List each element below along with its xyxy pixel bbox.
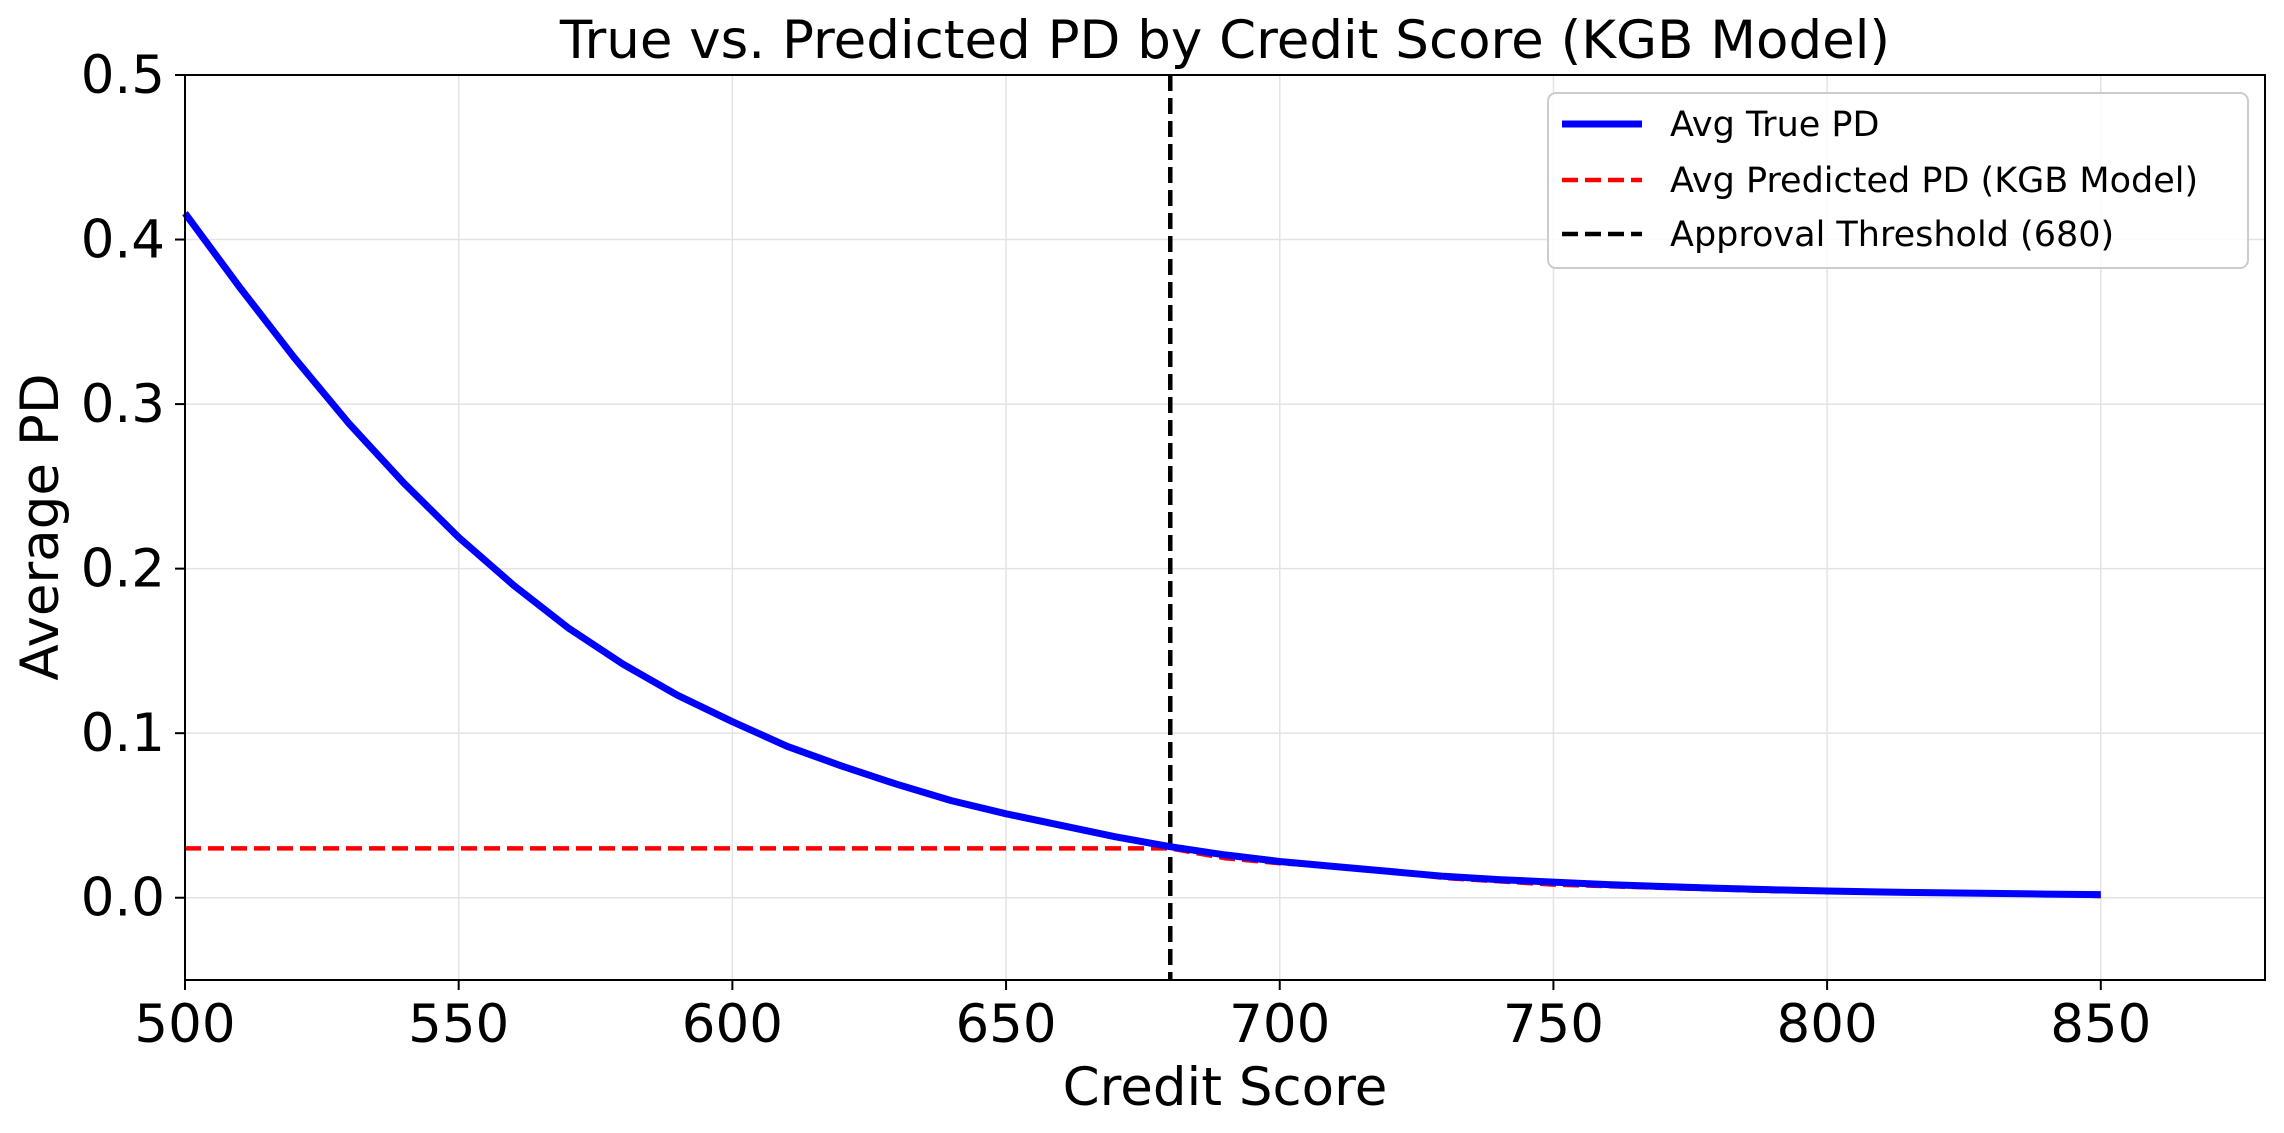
y-axis-label: Average PD <box>10 373 71 680</box>
x-tick-label: 750 <box>1503 994 1604 1055</box>
y-tick-label: 0.2 <box>81 539 165 600</box>
x-axis: 500 550 600 650 700 750 800 850 <box>134 980 2151 1055</box>
legend-box <box>1547 92 2249 269</box>
x-tick-label: 650 <box>955 994 1056 1055</box>
x-tick-label: 850 <box>2050 994 2151 1055</box>
y-tick-label: 0.3 <box>81 374 165 435</box>
y-tick-label: 0.0 <box>81 868 165 929</box>
y-axis: 0.0 0.1 0.2 0.3 0.4 0.5 <box>81 45 185 929</box>
chart-title: True vs. Predicted PD by Credit Score (K… <box>559 10 1890 71</box>
x-tick-label: 600 <box>682 994 783 1055</box>
y-tick-label: 0.5 <box>81 45 165 106</box>
legend-label-predicted-pd: Avg Predicted PD (KGB Model) <box>1670 161 2198 201</box>
x-tick-label: 550 <box>408 994 509 1055</box>
x-tick-label: 800 <box>1777 994 1878 1055</box>
legend-label-true-pd: Avg True PD <box>1670 105 1879 145</box>
y-tick-label: 0.1 <box>81 703 165 764</box>
series-line-true-pd <box>182 211 2101 899</box>
y-tick-label: 0.4 <box>81 210 165 271</box>
legend: Avg True PD Avg Predicted PD (KGB Model)… <box>1547 92 2249 269</box>
x-tick-label: 500 <box>134 994 235 1055</box>
x-tick-label: 700 <box>1229 994 1330 1055</box>
series-layer <box>182 75 2101 980</box>
plot-frame <box>184 74 2266 981</box>
legend-label-threshold: Approval Threshold (680) <box>1670 215 2114 255</box>
x-axis-label: Credit Score <box>1063 1057 1388 1118</box>
